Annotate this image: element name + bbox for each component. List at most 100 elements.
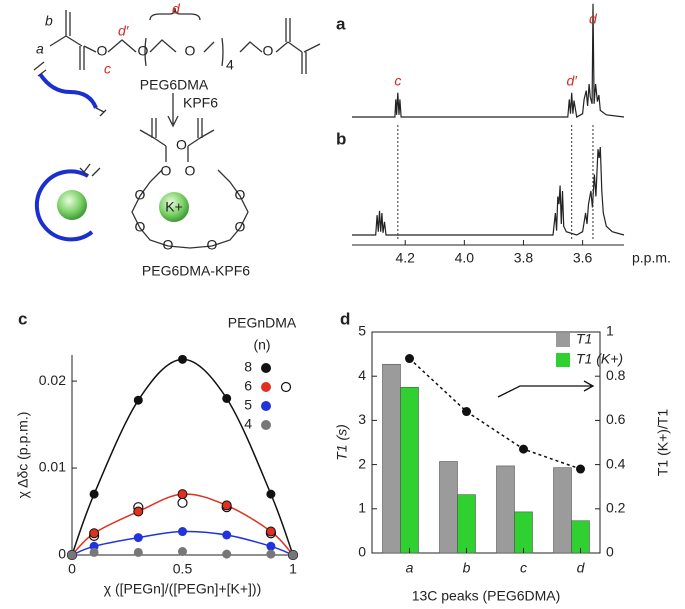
y-tick-label: 0.02 bbox=[39, 372, 66, 388]
monomer-name: PEG6DMA bbox=[140, 77, 209, 93]
legend-label: 4 bbox=[244, 416, 252, 432]
legend-title: PEGnDMA bbox=[228, 315, 297, 331]
legend-label: 6 bbox=[244, 378, 252, 394]
point bbox=[89, 528, 100, 539]
bar bbox=[400, 386, 419, 554]
point bbox=[178, 527, 187, 537]
structure-diagram: b a O O O O d′ c d 4 PEG6DMA KPF6 O O O … bbox=[33, 0, 321, 279]
x-tick-label: 4.0 bbox=[455, 250, 475, 266]
label-d-prime: d′ bbox=[118, 23, 130, 39]
oxygen: O bbox=[135, 187, 146, 203]
panel-label: a bbox=[336, 14, 346, 33]
oxygen: O bbox=[235, 219, 246, 235]
peak-label: d′ bbox=[566, 73, 578, 89]
legend-marker bbox=[261, 401, 271, 411]
x-tick-label: 4.2 bbox=[395, 250, 415, 266]
point bbox=[133, 547, 143, 557]
peak-label: d bbox=[589, 11, 598, 27]
open-point bbox=[177, 497, 188, 508]
spectrum-line bbox=[352, 3, 625, 118]
oxygen: O bbox=[185, 43, 196, 59]
legend-marker bbox=[280, 381, 292, 393]
bar bbox=[382, 363, 401, 554]
label-c: c bbox=[104, 61, 111, 77]
x-axis-label: 13C peaks (PEG6DMA) bbox=[412, 588, 561, 604]
point bbox=[89, 547, 99, 557]
annotation-arrow bbox=[497, 380, 595, 398]
ratio-point bbox=[462, 407, 471, 417]
panel-label: c bbox=[18, 309, 27, 328]
legend-marker bbox=[261, 382, 271, 392]
y2-tick-label: 0.8 bbox=[606, 367, 626, 383]
ratio-point bbox=[519, 444, 528, 454]
point bbox=[178, 354, 187, 364]
crown-ring bbox=[131, 169, 249, 249]
reaction-arrow bbox=[167, 93, 179, 128]
bar bbox=[496, 465, 515, 554]
strand-icon bbox=[38, 72, 98, 109]
oxygen: O bbox=[176, 137, 187, 153]
peak-label: c bbox=[394, 73, 401, 89]
point bbox=[133, 506, 144, 517]
y-axis-label: T1 (s) bbox=[334, 424, 350, 461]
oxygen: O bbox=[235, 187, 246, 203]
point bbox=[67, 550, 77, 560]
bar bbox=[553, 467, 572, 554]
bar bbox=[439, 461, 458, 554]
x-tick-label: 0 bbox=[68, 561, 76, 577]
y2-tick-label: 0.6 bbox=[606, 411, 626, 427]
vinyl-ends bbox=[33, 61, 107, 117]
y-tick-label: 4 bbox=[358, 367, 366, 383]
legend-marker bbox=[261, 420, 271, 430]
y-tick-label: 0 bbox=[358, 544, 366, 560]
x-tick-label: c bbox=[520, 560, 527, 576]
y-tick-label: 3 bbox=[358, 411, 366, 427]
point bbox=[177, 489, 188, 500]
y-tick-label: 0.01 bbox=[39, 459, 66, 475]
ion: K+ bbox=[165, 199, 183, 215]
oxygen: O bbox=[185, 163, 196, 179]
y2-tick-label: 0 bbox=[606, 544, 614, 560]
legend-subtitle: (n) bbox=[253, 337, 270, 353]
x-tick-label: 3.6 bbox=[573, 250, 593, 266]
y-tick-label: 5 bbox=[358, 323, 366, 339]
bar bbox=[514, 511, 533, 554]
oxygen: O bbox=[135, 219, 146, 235]
legend-label: T1 (K+) bbox=[576, 351, 623, 367]
repeat-count: 4 bbox=[226, 57, 234, 73]
oxygen: O bbox=[263, 43, 274, 59]
y-tick-label: 1 bbox=[358, 500, 366, 516]
point bbox=[266, 549, 276, 559]
y-tick-label: 0 bbox=[58, 546, 66, 562]
point bbox=[178, 547, 187, 557]
bar bbox=[457, 494, 476, 554]
point bbox=[222, 393, 232, 403]
x-tick-label: b bbox=[463, 560, 471, 576]
x-tick-label: a bbox=[406, 560, 414, 576]
pendant-groups bbox=[139, 118, 215, 162]
point bbox=[133, 533, 143, 543]
legend-label: T1 bbox=[576, 331, 592, 347]
y2-tick-label: 1 bbox=[606, 323, 614, 339]
label-d: d bbox=[172, 0, 181, 16]
legend-label: 5 bbox=[244, 397, 252, 413]
ion-ball bbox=[57, 190, 87, 220]
legend-marker bbox=[261, 363, 271, 373]
point bbox=[266, 541, 276, 551]
y-tick-label: 2 bbox=[358, 455, 366, 471]
legend-swatch bbox=[556, 333, 570, 347]
ratio-point bbox=[405, 354, 414, 364]
vinyl-ends bbox=[79, 163, 101, 177]
complex-name: PEG6DMA-KPF6 bbox=[142, 263, 250, 279]
point bbox=[89, 489, 99, 499]
ratio-line bbox=[408, 357, 581, 470]
x-tick-label: 0.5 bbox=[173, 561, 193, 577]
fit-curve bbox=[71, 358, 294, 556]
panel-label: d bbox=[340, 309, 350, 328]
y-axis-label: χ Δδc (p.p.m.) bbox=[15, 412, 31, 499]
point bbox=[266, 489, 276, 499]
x-tick-label: 3.8 bbox=[514, 250, 534, 266]
